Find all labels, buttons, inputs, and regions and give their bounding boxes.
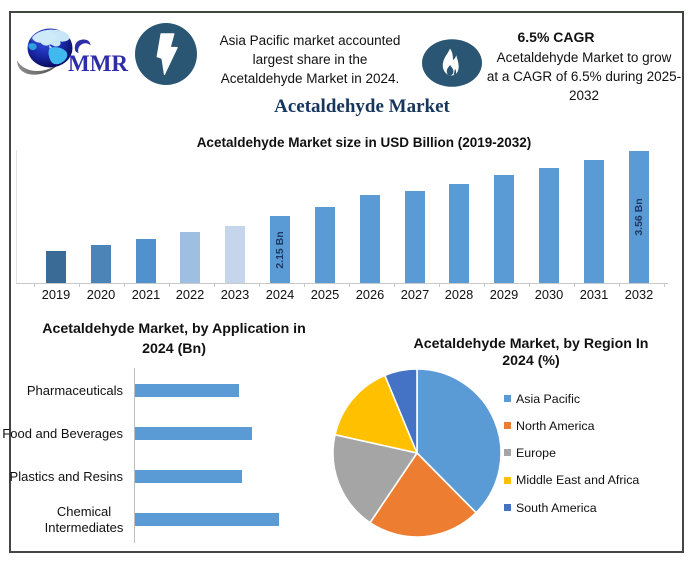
svg-text:MMR: MMR xyxy=(68,51,128,76)
